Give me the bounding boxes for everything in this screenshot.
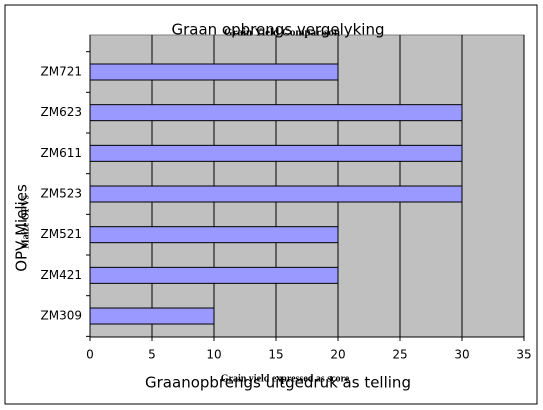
y-tick-label: ZM309	[41, 309, 82, 323]
bar	[89, 226, 339, 244]
x-tick-label: 35	[516, 348, 531, 362]
bar	[89, 266, 339, 284]
bar	[89, 185, 463, 203]
bar	[89, 307, 215, 325]
x-tick-label: 15	[268, 348, 283, 362]
x-tick-label: 5	[148, 348, 156, 362]
y-tick-label: ZM623	[41, 105, 82, 119]
x-tick-label: 30	[454, 348, 469, 362]
y-axis-label: OPV Mielies	[13, 184, 31, 272]
y-tick-label: ZM523	[41, 187, 82, 201]
x-tick-label: 10	[206, 348, 221, 362]
x-tick-label: 25	[392, 348, 407, 362]
bar	[89, 144, 463, 162]
y-tick-label: ZM611	[41, 146, 82, 160]
y-tick-label: ZM721	[41, 65, 82, 79]
bar	[89, 104, 463, 122]
y-axis-label-overlay: Maize OPVs	[20, 195, 31, 249]
y-tick-label: ZM521	[41, 227, 82, 241]
chart-title: Graan opbrengs vergelyking	[171, 21, 384, 39]
y-tick-label: ZM421	[41, 268, 82, 282]
x-tick-label: 20	[330, 348, 345, 362]
chart-title-overlay: Grain Yield Comparison	[224, 27, 340, 39]
x-tick-label: 0	[86, 348, 94, 362]
x-axis-label-overlay: Grain yield expressed as score	[221, 373, 350, 384]
x-axis-label: Graanopbrengs uitgedruk as telling	[145, 374, 411, 392]
bar	[89, 63, 339, 81]
